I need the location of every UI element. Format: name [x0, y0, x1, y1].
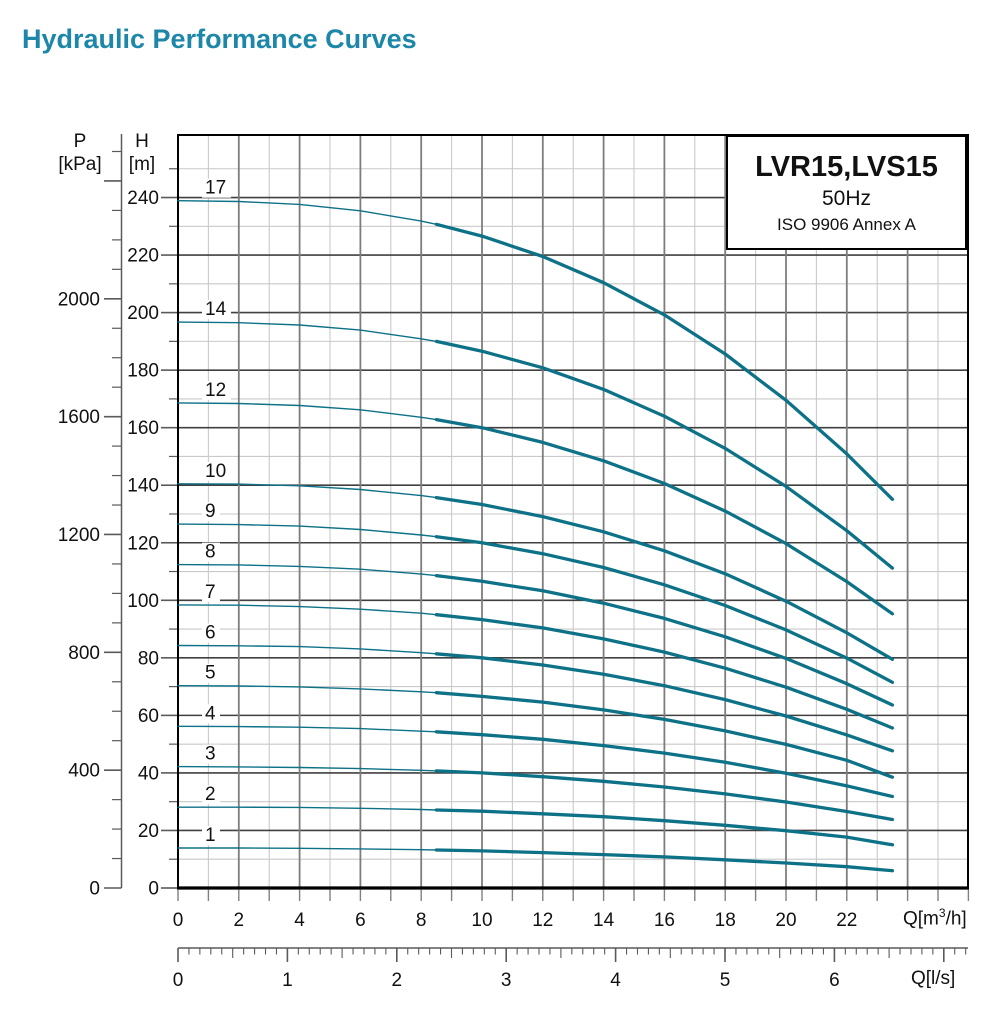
curve-7-bold — [434, 613, 895, 730]
curve-label-bg — [202, 300, 231, 320]
x-tick-label: 22 — [836, 910, 857, 931]
curve-17-bold — [434, 222, 895, 501]
head-axis-unit: [m] — [128, 154, 156, 175]
h-tick-label: 200 — [127, 303, 159, 324]
curve-label-1: 1 — [205, 825, 216, 846]
flow-m3h-axis-label: Q[m3/h] — [903, 906, 967, 930]
curve-label-bg — [202, 785, 220, 805]
curve-8-bold — [434, 573, 895, 707]
flow-m3h-label-prefix: Q[m — [903, 908, 939, 930]
curve-label-12: 12 — [205, 380, 226, 401]
ls-tick-label: 1 — [282, 970, 293, 991]
curve-3-bold — [434, 769, 895, 822]
head-axis-header: H [m] — [112, 130, 172, 176]
h-tick-label: 80 — [138, 648, 159, 669]
p-tick-label: 1200 — [58, 525, 100, 546]
curve-label-3: 3 — [205, 744, 216, 765]
curve-label-10: 10 — [205, 461, 226, 482]
ls-tick-label: 2 — [392, 970, 403, 991]
h-tick-label: 60 — [138, 706, 159, 727]
curve-label-8: 8 — [205, 542, 216, 563]
pressure-axis-unit: [kPa] — [58, 154, 102, 175]
curve-14-bold — [434, 339, 895, 570]
x-tick-label: 2 — [234, 910, 245, 931]
x-tick-label: 12 — [532, 910, 553, 931]
curve-label-bg — [202, 704, 220, 724]
curve-label-bg — [202, 542, 220, 562]
x-tick-label: 16 — [654, 910, 675, 931]
curve-label-bg — [202, 744, 220, 764]
curve-label-14: 14 — [205, 299, 227, 320]
h-tick-label: 0 — [148, 879, 159, 900]
curve-label-17: 17 — [205, 178, 226, 199]
curve-label-bg — [202, 582, 220, 602]
curve-label-bg — [202, 461, 231, 481]
x-tick-label: 20 — [775, 910, 796, 931]
h-tick-label: 180 — [127, 361, 159, 382]
x-tick-label: 14 — [593, 910, 615, 931]
curve-label-bg — [202, 826, 220, 846]
curve-10-bold — [434, 495, 895, 661]
flow-ls-axis-label: Q[l/s] — [911, 968, 956, 989]
ls-tick-label: 5 — [720, 970, 731, 991]
curve-label-2: 2 — [205, 784, 216, 805]
h-tick-label: 220 — [127, 246, 159, 267]
x-tick-label: 10 — [471, 910, 492, 931]
curve-12-bold — [434, 417, 895, 616]
pressure-axis-header: P [kPa] — [48, 130, 112, 176]
p-tick-label: 0 — [89, 879, 100, 900]
pump-model: LVR15,LVS15 — [755, 150, 938, 183]
curve-6-bold — [434, 652, 895, 753]
ls-tick-label: 6 — [829, 970, 840, 991]
p-tick-label: 800 — [68, 643, 100, 664]
curve-4-bold — [434, 730, 895, 799]
h-tick-label: 240 — [127, 188, 159, 209]
x-tick-label: 4 — [294, 910, 305, 931]
ls-tick-label: 3 — [501, 970, 512, 991]
legend-box: LVR15,LVS15 50Hz ISO 9906 Annex A — [726, 135, 967, 250]
pump-frequency: 50Hz — [821, 186, 872, 210]
h-tick-label: 120 — [127, 533, 159, 554]
curve-label-6: 6 — [205, 622, 216, 643]
curve-label-bg — [202, 380, 231, 400]
curve-label-bg — [202, 623, 220, 643]
p-tick-label: 400 — [68, 761, 100, 782]
flow-m3h-label-sup: 3 — [938, 906, 946, 920]
x-tick-label: 0 — [173, 910, 184, 931]
curve-9-bold — [434, 535, 895, 684]
x-tick-label: 6 — [355, 910, 366, 931]
h-tick-label: 100 — [127, 591, 159, 612]
curve-1-bold — [434, 848, 895, 873]
h-tick-label: 160 — [127, 418, 159, 439]
page-title: Hydraulic Performance Curves — [22, 24, 417, 54]
curve-label-bg — [202, 178, 231, 198]
p-tick-label: 2000 — [58, 289, 100, 310]
h-tick-label: 140 — [127, 476, 159, 497]
ls-tick-label: 0 — [173, 970, 184, 991]
ls-tick-label: 4 — [610, 970, 621, 991]
curve-label-4: 4 — [205, 703, 216, 724]
curve-label-bg — [202, 663, 220, 683]
h-tick-label: 20 — [138, 821, 159, 842]
curve-label-bg — [202, 502, 220, 522]
pressure-axis-name: P — [73, 131, 87, 152]
head-axis-name: H — [135, 131, 149, 152]
curve-5-bold — [434, 691, 895, 779]
flow-m3h-label-suffix: /h] — [945, 908, 967, 930]
curve-label-7: 7 — [205, 582, 216, 603]
curve-2-bold — [434, 808, 895, 847]
p-tick-label: 1600 — [58, 407, 100, 428]
curve-label-9: 9 — [205, 501, 216, 522]
curve-label-5: 5 — [205, 663, 216, 684]
test-standard: ISO 9906 Annex A — [777, 214, 916, 234]
x-tick-label: 18 — [715, 910, 736, 931]
x-tick-label: 8 — [416, 910, 427, 931]
h-tick-label: 40 — [138, 763, 159, 784]
